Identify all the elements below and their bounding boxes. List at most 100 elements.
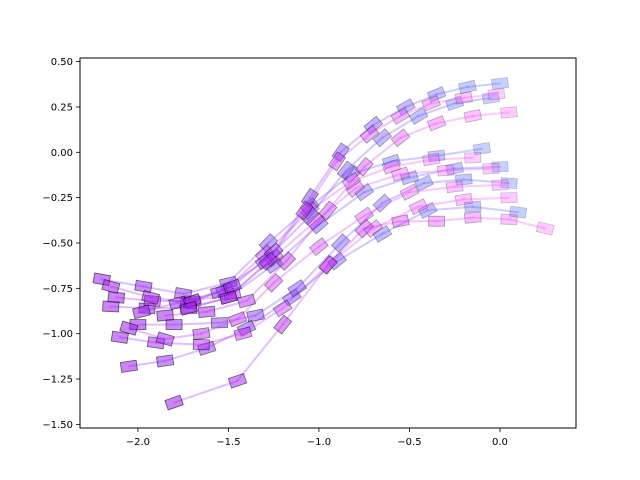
data-point-marker: [233, 326, 253, 342]
data-point-marker: [390, 128, 411, 148]
series-line-segment: [290, 260, 339, 299]
series-line-segment: [471, 111, 510, 117]
data-point-marker: [500, 106, 518, 119]
series-line-segment: [444, 167, 492, 172]
data-point-marker: [300, 187, 320, 208]
series-line-segment: [408, 185, 456, 194]
data-point-marker: [164, 394, 184, 411]
series-line-segment: [426, 205, 474, 212]
data-point-marker: [372, 224, 393, 243]
data-point-marker: [354, 182, 375, 202]
series-line-segment: [236, 281, 275, 321]
data-point-marker: [454, 192, 473, 207]
series-10: [132, 91, 501, 320]
data-point-marker: [227, 311, 248, 328]
data-point-marker: [165, 319, 183, 331]
data-point-marker: [359, 124, 380, 144]
series-line-segment: [430, 96, 465, 105]
data-point-marker: [363, 115, 384, 135]
y-tick-label: 0.25: [51, 102, 73, 113]
data-point-marker: [345, 179, 366, 199]
data-point-marker: [327, 151, 347, 172]
data-point-marker: [445, 180, 464, 194]
x-axis: −2.0 −1.5 −1.0 −0.5 0.0: [126, 428, 508, 448]
series-line-segment: [339, 202, 384, 244]
data-point-marker: [287, 279, 308, 298]
data-point-marker: [263, 273, 284, 293]
y-tick-label: −1.00: [42, 329, 73, 340]
data-point-marker: [341, 164, 362, 184]
series-line-segment: [435, 86, 469, 96]
data-point-marker: [273, 314, 293, 335]
data-point-marker: [110, 330, 129, 344]
series-line-segment: [336, 133, 371, 163]
y-tick-label: −0.75: [42, 284, 73, 295]
data-point-marker: [481, 91, 501, 105]
data-point-marker: [272, 299, 293, 318]
data-point-marker: [318, 254, 338, 275]
data-point-marker: [341, 172, 362, 191]
series-line-segment: [254, 287, 299, 317]
data-point-marker: [500, 191, 518, 204]
x-tick-label: −2.0: [126, 437, 150, 448]
series-3: [110, 191, 518, 351]
data-point-marker: [295, 200, 314, 221]
series-line-segment: [363, 191, 411, 217]
data-point-marker: [445, 161, 464, 176]
data-point-marker: [381, 153, 402, 170]
series-5: [119, 179, 509, 347]
series-line-segment: [435, 115, 474, 125]
series-line-segment: [350, 165, 393, 183]
data-point-marker: [428, 215, 446, 227]
series-line-segment: [404, 93, 438, 108]
data-point-marker: [192, 327, 211, 341]
data-point-marker: [263, 242, 284, 262]
series-8: [92, 142, 492, 301]
series-line-segment: [399, 122, 438, 139]
data-point-marker: [408, 198, 429, 216]
data-point-marker: [101, 279, 121, 294]
data-point-marker: [390, 166, 411, 182]
data-point-marker: [119, 320, 139, 336]
data-point-marker: [308, 237, 329, 257]
series-line-segment: [336, 232, 384, 263]
data-point-marker: [363, 219, 384, 238]
data-point-marker: [399, 169, 420, 186]
data-point-marker: [454, 91, 473, 105]
data-point-marker: [454, 173, 473, 186]
series-line-segment: [241, 307, 284, 335]
data-point-marker: [227, 372, 248, 389]
series-line-segment: [317, 214, 366, 248]
data-point-marker: [330, 233, 351, 253]
data-point-marker: [276, 251, 297, 271]
data-point-marker: [132, 304, 151, 320]
series-line-segment: [272, 220, 317, 259]
series-line-segment: [408, 167, 456, 179]
data-point-marker: [509, 205, 528, 219]
series-line-segment: [281, 263, 329, 326]
data-point-marker: [427, 149, 446, 163]
series-line-segment: [471, 216, 510, 221]
data-point-marker: [134, 279, 153, 294]
series-line-segment: [363, 220, 402, 230]
plot-area: [92, 77, 555, 411]
data-point-marker: [399, 183, 420, 201]
series-line-segment: [345, 136, 384, 172]
series-line-segment: [267, 209, 306, 263]
data-point-marker: [491, 77, 509, 90]
data-point-marker: [426, 115, 447, 132]
series-line-segment: [363, 176, 411, 194]
series-line-segment: [327, 165, 366, 212]
data-point-marker: [436, 164, 455, 177]
series-line-segment: [372, 106, 407, 127]
series-line-segment: [308, 173, 353, 208]
series-2: [119, 200, 528, 373]
series-line-segment: [417, 102, 456, 117]
data-point-marker: [463, 200, 482, 213]
data-point-marker: [210, 317, 229, 329]
data-point-marker: [395, 98, 416, 116]
data-point-marker: [254, 251, 275, 271]
series-line-segment: [303, 160, 339, 212]
x-tick-label: −1.0: [307, 437, 331, 448]
data-point-marker: [354, 156, 374, 177]
